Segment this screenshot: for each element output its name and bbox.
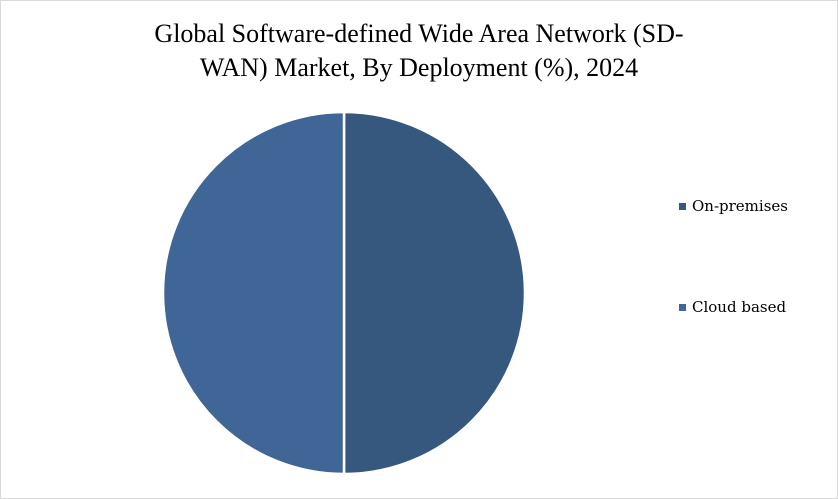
legend-item-on-premises: On-premises	[679, 197, 788, 215]
chart-title-line-1: Global Software-defined Wide Area Networ…	[154, 19, 684, 48]
pie-slice-cloud-based	[161, 110, 346, 476]
chart-title: Global Software-defined Wide Area Networ…	[1, 17, 837, 85]
pie-slice-on-premises	[342, 110, 527, 476]
legend-label: On-premises	[692, 197, 788, 215]
legend-label: Cloud based	[692, 298, 787, 316]
chart-title-line-2: WAN) Market, By Deployment (%), 2024	[199, 53, 639, 82]
legend-swatch	[679, 202, 686, 210]
legend-swatch	[679, 303, 686, 311]
legend-item-cloud-based: Cloud based	[679, 298, 786, 316]
